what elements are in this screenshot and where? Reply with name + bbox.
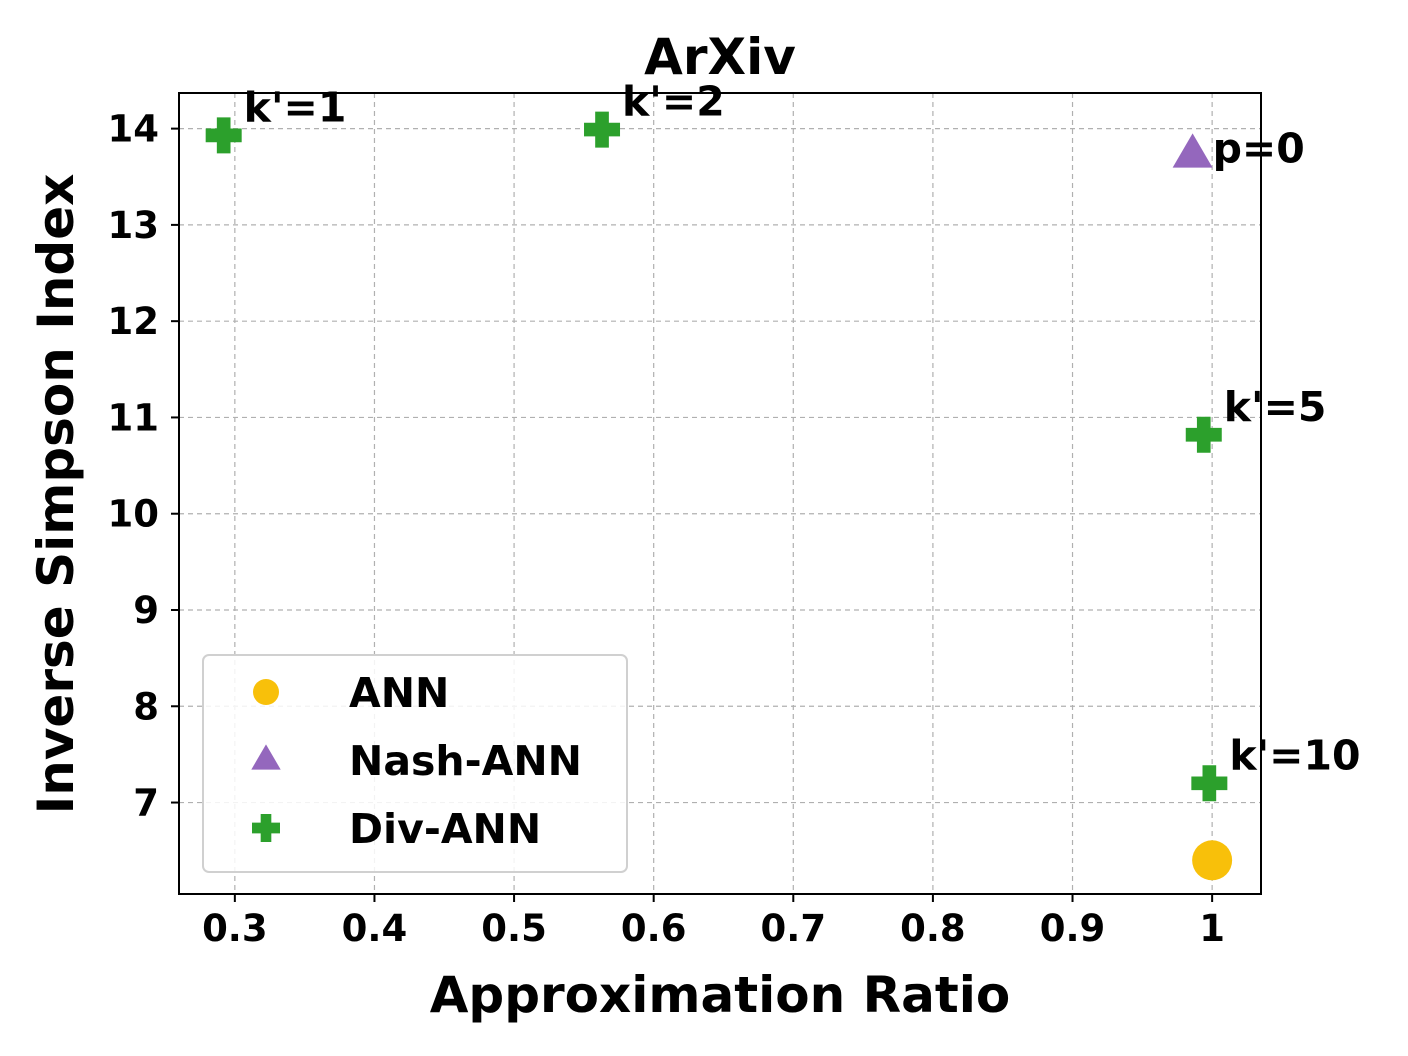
div-ann-marker xyxy=(584,111,621,148)
legend-label: ANN xyxy=(349,669,449,717)
x-axis-title: Approximation Ratio xyxy=(430,966,1011,1024)
legend-label: Nash-ANN xyxy=(349,737,582,785)
y-tick-label: 11 xyxy=(108,396,160,439)
y-tick-label: 13 xyxy=(108,204,160,247)
div-ann-marker xyxy=(1185,416,1222,453)
div-ann-marker xyxy=(205,117,242,154)
legend-div-ann-icon xyxy=(252,814,280,842)
x-tick-label: 0.5 xyxy=(481,907,547,950)
x-tick-label: 0.3 xyxy=(202,907,268,950)
legend-box xyxy=(202,654,628,873)
legend-label: Div-ANN xyxy=(349,805,541,853)
legend-nash-ann-icon xyxy=(251,744,281,770)
x-tick-label: 0.8 xyxy=(900,907,966,950)
ann-marker xyxy=(1192,840,1233,881)
y-tick-label: 9 xyxy=(133,589,159,632)
x-tick-label: 0.6 xyxy=(621,907,687,950)
nash-ann-marker xyxy=(1172,133,1213,168)
y-tick-label: 8 xyxy=(133,685,159,728)
y-tick-label: 10 xyxy=(108,493,160,536)
x-tick-label: 0.4 xyxy=(342,907,408,950)
legend-ann-icon xyxy=(253,679,279,705)
y-tick-label: 14 xyxy=(108,108,160,151)
plot-area-frame xyxy=(178,92,1262,895)
point-annotation: k'=2 xyxy=(622,78,725,126)
point-annotation: k'=10 xyxy=(1229,731,1360,779)
point-annotation: k'=1 xyxy=(244,83,347,131)
x-tick-label: 1 xyxy=(1199,907,1225,950)
y-axis-title: Inverse Simpson Index xyxy=(27,174,85,815)
axis-ticks: 0.3 0.4 0.5 0.6 0.7 0.8 0.9 1 7 8 9 10 11 12 13 14 xyxy=(108,108,1226,950)
point-annotations: p=0 k'=1 k'=2 k'=5 k'=10 xyxy=(244,78,1361,780)
data-markers xyxy=(205,111,1233,881)
point-annotation: k'=5 xyxy=(1224,383,1327,431)
y-tick-label: 12 xyxy=(108,300,160,343)
legend: ANN Nash-ANN Div-ANN xyxy=(202,654,628,873)
point-annotation: p=0 xyxy=(1213,125,1305,173)
chart-title: ArXiv xyxy=(644,28,796,86)
y-tick-label: 7 xyxy=(133,782,159,825)
x-tick-label: 0.9 xyxy=(1040,907,1106,950)
x-tick-label: 0.7 xyxy=(761,907,827,950)
div-ann-marker xyxy=(1191,765,1228,802)
